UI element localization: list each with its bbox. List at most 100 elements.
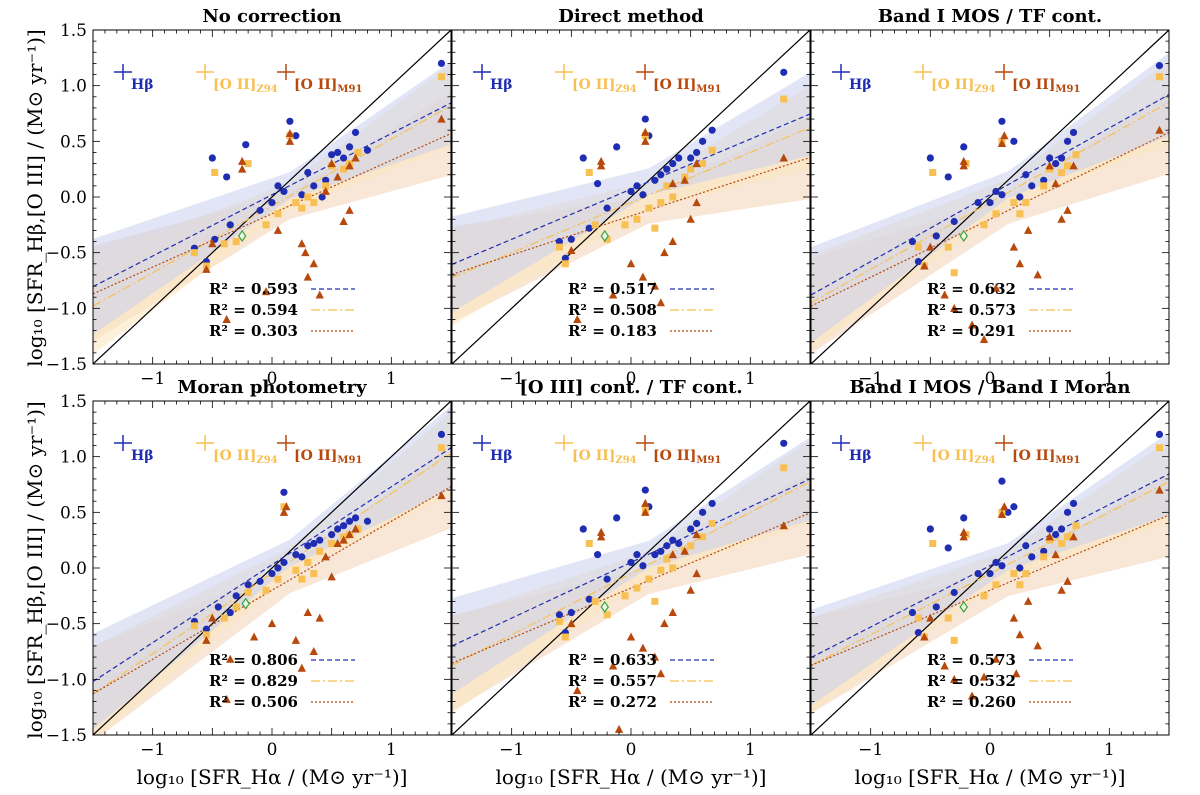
data-point-hb	[944, 173, 952, 181]
data-point-oii-m91	[321, 552, 330, 561]
data-point-oii-m91	[226, 654, 235, 663]
data-point-oii-z94	[340, 165, 348, 173]
data-point-hb	[669, 536, 677, 544]
legend-subscript: Z94	[974, 455, 995, 466]
r2-label: R² = 0.532	[927, 672, 1016, 690]
data-point-hb	[627, 558, 635, 567]
legend-subscript: Z94	[615, 455, 636, 466]
data-point-hb	[244, 581, 252, 589]
data-point-oii-z94	[1022, 570, 1030, 578]
data-point-oii-z94	[1058, 540, 1066, 548]
data-point-green	[237, 229, 247, 243]
panel-title: No correction	[202, 6, 341, 27]
data-point-oii-z94	[354, 148, 362, 156]
data-point-hb	[328, 151, 336, 159]
data-point-hb	[318, 193, 326, 201]
data-point-oii-m91	[261, 287, 271, 296]
data-point-hb	[932, 603, 940, 611]
r2-label: R² = 0.272	[568, 693, 657, 711]
fit-line	[93, 102, 451, 288]
data-point-hb	[699, 137, 707, 145]
x-tick-label: 0	[626, 369, 637, 389]
data-point-hb	[950, 588, 958, 597]
data-point-oii-m91	[926, 242, 935, 251]
data-point-oii-m91	[249, 632, 259, 641]
data-point-oii-m91	[967, 320, 977, 329]
data-point-oii-m91	[1155, 125, 1164, 134]
legend-subscript: M91	[1055, 84, 1080, 95]
data-point-oii-m91	[1012, 669, 1021, 678]
data-point-oii-m91	[208, 239, 217, 248]
data-point-hb	[345, 143, 354, 151]
data-point-oii-m91	[339, 535, 348, 544]
data-point-hb	[223, 173, 231, 181]
data-point-hb	[226, 221, 234, 229]
data-point-oii-z94	[310, 199, 318, 207]
fit-line	[452, 478, 810, 647]
data-point-hb	[437, 430, 446, 438]
data-point-oii-m91	[668, 179, 677, 188]
r2-label: R² = 0.594	[209, 301, 298, 319]
data-point-hb	[675, 154, 683, 162]
x-tick-label: 1	[745, 740, 756, 760]
data-point-hb	[693, 148, 701, 157]
x-tick-label: 1	[386, 369, 397, 389]
data-point-hb	[926, 154, 934, 162]
data-point-green	[959, 600, 968, 614]
data-point-oii-z94	[992, 210, 1000, 218]
data-point-oii-z94	[699, 160, 707, 168]
data-point-oii-m91	[315, 613, 324, 622]
legend-label: [O II]M91	[1012, 448, 1080, 466]
data-point-oii-m91	[641, 507, 650, 516]
data-point-oii-m91	[1009, 242, 1019, 251]
data-point-hb	[1028, 182, 1036, 190]
fit-line	[452, 156, 810, 275]
data-point-oii-m91	[202, 264, 211, 273]
data-point-oii-z94	[780, 95, 788, 103]
data-point-hb	[1155, 430, 1164, 438]
data-point-hb	[651, 551, 659, 559]
data-point-oii-m91	[327, 572, 336, 581]
data-point-oii-z94	[633, 215, 641, 223]
data-point-hb	[657, 547, 665, 555]
plot-area	[93, 401, 451, 735]
legend-subscript: Z94	[256, 84, 277, 95]
fit-line	[811, 514, 1169, 666]
data-point-hb	[345, 517, 354, 525]
data-point-oii-z94	[687, 165, 695, 173]
r2-label: R² = 0.517	[568, 280, 657, 298]
data-point-oii-z94	[220, 240, 228, 248]
data-point-oii-m91	[573, 685, 582, 694]
data-point-hb	[627, 187, 635, 196]
legend-label: [O II]M91	[653, 77, 721, 95]
data-point-oii-m91	[959, 161, 968, 170]
y-tick-label: 0.5	[60, 132, 87, 152]
data-point-oii-z94	[1155, 73, 1163, 81]
data-point-oii-m91	[297, 239, 307, 248]
legend-label: Hβ	[490, 448, 513, 464]
data-point-hb	[242, 141, 250, 149]
data-point-hb	[914, 257, 923, 266]
fit-line	[811, 94, 1169, 296]
data-point-hb	[992, 187, 1000, 196]
data-point-oii-m91	[692, 569, 701, 578]
x-tick-label: 1	[1104, 740, 1115, 760]
data-point-oii-z94	[555, 243, 563, 251]
fit-line	[452, 512, 810, 664]
data-point-oii-m91	[1069, 161, 1078, 170]
x-tick-label: −1	[140, 369, 165, 389]
y-tick-label: −1.0	[46, 299, 87, 319]
data-point-oii-m91	[267, 619, 277, 628]
data-point-green	[600, 229, 609, 243]
data-point-hb	[633, 551, 641, 559]
data-point-oii-m91	[339, 216, 348, 225]
data-point-oii-m91	[1023, 225, 1033, 234]
x-tick-label: 0	[267, 369, 278, 389]
data-point-oii-m91	[680, 546, 689, 555]
data-point-oii-z94	[1072, 522, 1080, 530]
r2-label: R² = 0.806	[209, 651, 298, 669]
data-point-hb	[687, 154, 695, 162]
data-point-oii-m91	[273, 225, 283, 234]
x-tick-label: −1	[858, 740, 883, 760]
data-point-oii-m91	[641, 498, 650, 507]
